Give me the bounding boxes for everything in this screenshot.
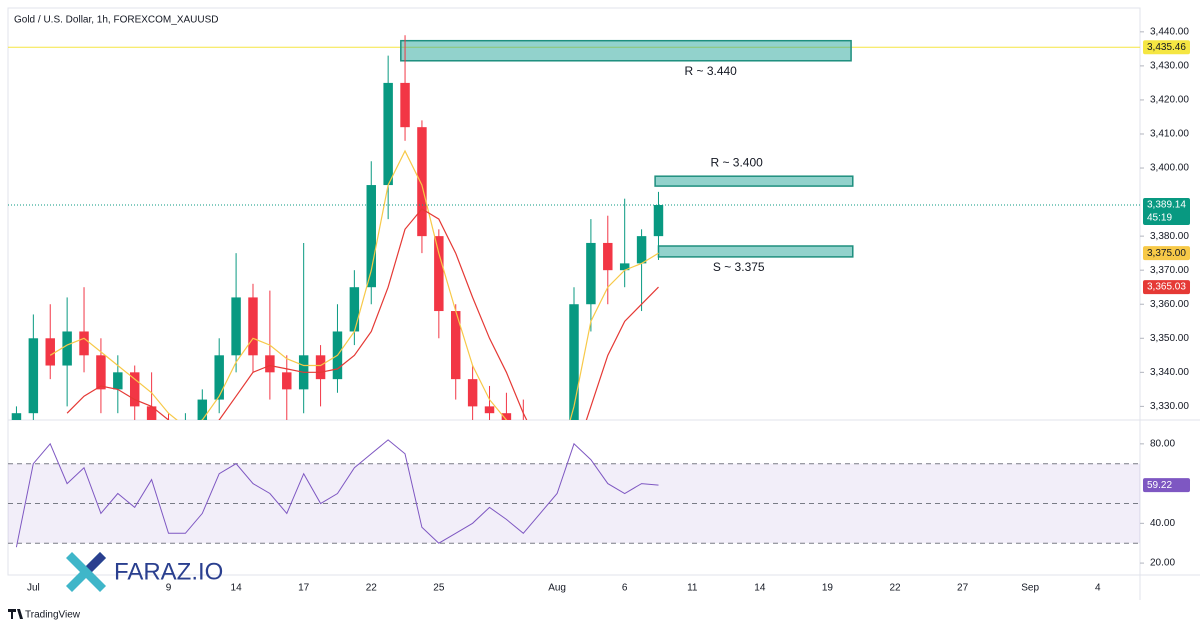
footer-text: TradingView: [25, 610, 81, 621]
ma-tag: 3,375.00: [1143, 246, 1190, 261]
price-line-tag-text: 3,435.46: [1147, 42, 1186, 53]
price-pane: R ~ 3.440 R ~ 3.400 S ~ 3.375: [8, 35, 1140, 420]
candle-body: [28, 338, 39, 414]
candle-body: [603, 242, 613, 271]
candle-body: [197, 399, 208, 420]
candle-body: [586, 242, 596, 305]
y-tick-label: 3,400.00: [1150, 163, 1189, 174]
y-tick-label: 3,360.00: [1150, 299, 1189, 310]
rsi-line: [15, 439, 659, 548]
x-tick-label: 11: [687, 583, 698, 594]
zone-label: R ~ 3.400: [710, 155, 763, 169]
x-tick-label: 17: [298, 583, 310, 594]
x-tick-label: 22: [889, 583, 901, 594]
candle-body: [45, 338, 55, 366]
candle-body: [383, 82, 393, 186]
y-tick-label: 3,420.00: [1150, 95, 1189, 106]
x-tick-label: 25: [433, 583, 445, 594]
rsi-tag-text: 59.22: [1147, 480, 1172, 491]
x-tick-label: 27: [957, 583, 969, 594]
countdown-text: 45:19: [1147, 213, 1172, 224]
candle-body: [315, 355, 326, 380]
zone: [657, 245, 854, 258]
tv-icon: [8, 609, 23, 619]
rsi-tag-box: [1143, 478, 1190, 493]
candle-body: [79, 331, 89, 356]
x-tick-label: 14: [231, 583, 243, 594]
price-line-tag: 3,435.46: [1143, 40, 1190, 55]
candle-body: [96, 355, 106, 390]
candle-body: [501, 413, 512, 420]
candle-body: [451, 311, 461, 380]
candle-body: [619, 263, 630, 271]
last-price-tag: 3,389.14 45:19: [1143, 198, 1190, 226]
ma-tag-text: 3,375.00: [1147, 248, 1186, 259]
zone-label: S ~ 3.375: [713, 260, 765, 274]
x-tick-label: 9: [166, 583, 172, 594]
ma-tag-text: 3,365.03: [1147, 282, 1186, 293]
candle-body: [265, 355, 275, 373]
candle-body: [113, 372, 123, 390]
candle-body: [11, 413, 22, 420]
x-tick-label: Sep: [1021, 583, 1039, 594]
y-tick-label: 3,330.00: [1150, 401, 1189, 412]
rsi-band: [8, 463, 1140, 544]
candle-body: [349, 287, 360, 332]
x-tick-label: Aug: [548, 583, 566, 594]
zone-label: R ~ 3.440: [684, 64, 737, 78]
chart-title: Gold / U.S. Dollar, 1h, FOREXCOM_XAUUSD: [14, 15, 219, 26]
ma-tag-box: [1143, 246, 1190, 261]
x-tick-label: 6: [622, 583, 628, 594]
x-tick-label: Jul: [27, 583, 40, 594]
last-price-box: [1143, 198, 1190, 226]
y-tick-label: 40.00: [1150, 518, 1175, 529]
candle-body: [214, 355, 224, 400]
candle-body: [146, 406, 157, 420]
candle-body: [417, 127, 427, 237]
y-tick-label: 3,370.00: [1150, 265, 1189, 276]
y-tick-label: 3,410.00: [1150, 129, 1189, 140]
y-tick-label: 20.00: [1150, 558, 1175, 569]
candle-body: [653, 205, 664, 237]
logo-icon-accent: [86, 552, 106, 572]
zone: [654, 175, 854, 187]
last-price-text: 3,389.14: [1147, 200, 1186, 211]
candle-body: [569, 304, 579, 420]
x-tick-label: 22: [366, 583, 378, 594]
candle-body: [467, 379, 478, 407]
y-tick-label: 80.00: [1150, 438, 1175, 449]
moving-average: [49, 149, 659, 420]
y-tick-label: 3,350.00: [1150, 333, 1189, 344]
moving-average: [66, 208, 659, 420]
candle-body: [400, 82, 410, 128]
candle-body: [636, 236, 647, 264]
y-tick-label: 3,430.00: [1150, 61, 1189, 72]
ma-tag-box: [1143, 280, 1190, 295]
candle-body: [434, 236, 444, 312]
rsi-tag: 59.22: [1143, 478, 1190, 493]
axes: Jul 9 14 17 22 25 Aug 6 11 14 19 22 27 Sep 4 3,440.00 3,…: [27, 26, 1190, 594]
x-tick-label: 14: [754, 583, 766, 594]
candle-body: [129, 372, 140, 407]
y-tick-label: 3,440.00: [1150, 26, 1189, 37]
price-line-tag-box: [1143, 40, 1190, 55]
rsi-pane: [8, 439, 1140, 548]
candle-body: [484, 406, 495, 414]
y-tick-label: 3,380.00: [1150, 231, 1189, 242]
zone: [400, 39, 852, 62]
logo: FARAZ.IO: [66, 552, 223, 592]
candle-body: [248, 297, 258, 356]
y-tick-label: 3,340.00: [1150, 367, 1189, 378]
x-tick-label: 19: [822, 583, 834, 594]
candle-body: [366, 185, 376, 288]
ma-tag: 3,365.03: [1143, 280, 1190, 295]
candle-body: [231, 297, 241, 356]
x-tick-label: 4: [1095, 583, 1101, 594]
candle-body: [282, 372, 292, 390]
candle-body: [62, 331, 72, 366]
logo-text: FARAZ.IO: [114, 558, 223, 585]
